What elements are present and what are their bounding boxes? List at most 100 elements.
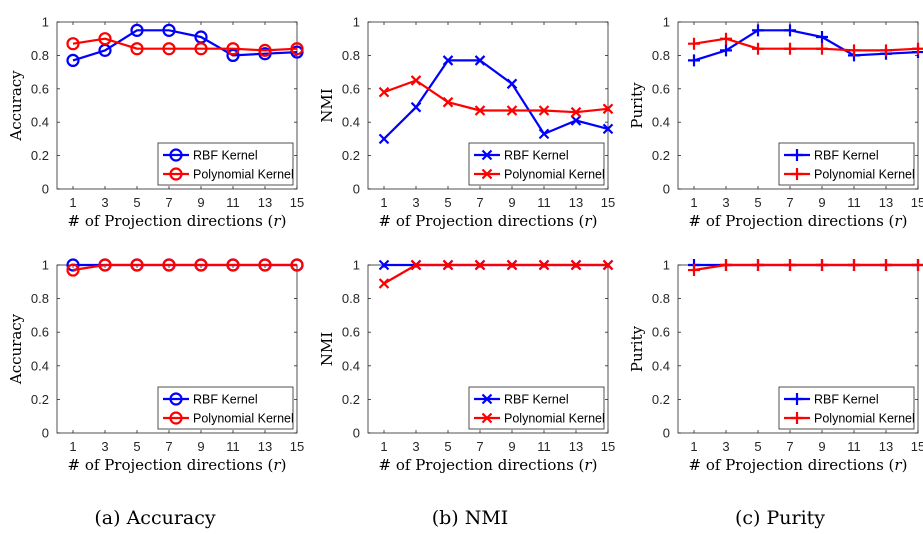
legend-swatch-marker [481,168,493,180]
legend-swatch-marker [169,167,183,181]
data-point [688,54,700,67]
series-polynomial [66,258,304,277]
legend-label: RBF Kernel [504,393,569,407]
y-tick-label: 0.8 [342,48,360,63]
x-tick-label: 11 [537,195,551,210]
y-tick-label: 0 [663,426,670,441]
y-tick-label: 0.2 [652,392,670,407]
y-tick-label: 0.2 [31,392,49,407]
legend: RBF Kernel Polynomial Kernel [157,142,294,186]
data-point [226,48,240,63]
y-tick-label: 1 [663,15,670,30]
legend-swatch-marker [791,412,803,424]
x-tick-label: 9 [197,439,204,454]
x-tick-label: 9 [818,439,825,454]
y-tick-label: 0.6 [342,81,360,96]
series-polynomial [66,32,304,57]
data-point [602,259,614,271]
data-point [378,86,390,98]
x-tick-label: 15 [911,439,923,454]
data-point [720,44,732,57]
legend-label: Polynomial Kernel [814,168,915,182]
legend-label: RBF Kernel [814,393,879,407]
data-point [816,259,828,271]
legend-swatch-marker [791,168,803,180]
legend-box [468,386,605,430]
x-tick-label: 3 [722,195,729,210]
caption-purity: (c) Purity [735,507,825,529]
plot-frame [367,21,609,190]
series-polynomial [688,259,923,277]
x-tick-label: 15 [290,195,304,210]
chart-1: 00.20.40.60.811 3 5 7 9 11 13 15# of Projection… [7,15,304,231]
data-point [258,43,272,57]
chart-4: 00.20.40.60.811 3 5 7 9 11 13 15# of Projection… [7,258,304,475]
y-tick-label: 1 [353,15,360,30]
y-axis-label: Purity [628,325,646,372]
y-tick-label: 0.4 [342,358,360,373]
x-axis-label: # of Projection directions (r) [68,456,287,474]
y-tick-label: 0 [353,426,360,441]
y-tick-label: 0.2 [652,148,670,163]
legend-label: RBF Kernel [193,149,258,163]
legend-swatch-marker [169,148,183,162]
x-tick-label: 11 [226,195,240,210]
series-line [383,59,609,140]
data-point [474,105,486,116]
data-point [538,128,550,140]
y-tick-label: 0 [663,182,670,197]
plots-container: 00.20.40.60.811 3 5 7 9 11 13 15# of Projection… [7,15,923,475]
legend-swatch-marker [791,149,803,161]
legend-label: Polynomial Kernel [504,168,605,182]
y-tick-label: 0.8 [652,48,670,63]
x-tick-label: 13 [569,439,583,454]
y-tick-label: 0 [42,426,49,441]
legend: RBF Kernel Polynomial Kernel [468,386,605,430]
y-tick-label: 0.4 [342,115,360,130]
x-tick-label: 1 [69,195,76,210]
y-tick-label: 0.6 [652,81,670,96]
x-tick-label: 11 [226,439,240,454]
series-line [383,263,608,285]
legend-label: Polynomial Kernel [193,412,294,426]
data-point [290,258,304,272]
x-tick-label: 9 [818,195,825,210]
x-tick-label: 13 [569,195,583,210]
data-point [602,123,614,135]
data-point [442,259,454,271]
data-point [570,106,582,118]
data-point [98,258,112,272]
chart-2: 00.20.40.60.811 3 5 7 9 11 13 15# of Projection… [318,15,615,231]
y-tick-label: 0.2 [342,148,360,163]
series-polynomial [688,32,923,57]
legend-swatch-marker [481,412,493,424]
series-rbf [688,24,923,67]
data-point [506,105,518,116]
x-tick-label: 15 [601,439,615,454]
x-tick-label: 5 [444,439,451,454]
x-tick-label: 1 [690,439,697,454]
data-point [378,133,390,145]
data-point [752,24,764,37]
x-tick-label: 11 [847,195,861,210]
y-axis-label: NMI [318,332,336,366]
data-point [258,258,272,272]
x-tick-label: 5 [444,195,451,210]
legend: RBF Kernel Polynomial Kernel [468,142,605,186]
y-tick-label: 0.4 [31,115,49,130]
data-point [912,259,923,271]
data-point [162,42,176,56]
x-tick-label: 5 [754,195,761,210]
x-tick-label: 13 [258,439,272,454]
legend-swatch-marker [791,393,803,405]
y-tick-label: 1 [663,258,670,273]
x-tick-label: 7 [165,195,172,210]
x-tick-label: 9 [197,195,204,210]
y-axis-label: Accuracy [7,70,25,142]
legend: RBF Kernel Polynomial Kernel [157,386,294,430]
y-tick-label: 0.8 [652,291,670,306]
legend-swatch-marker [481,393,493,405]
chart-5: 00.20.40.60.811 3 5 7 9 11 13 15# of Projection… [318,258,615,475]
data-point [816,31,828,44]
data-point [442,96,454,108]
